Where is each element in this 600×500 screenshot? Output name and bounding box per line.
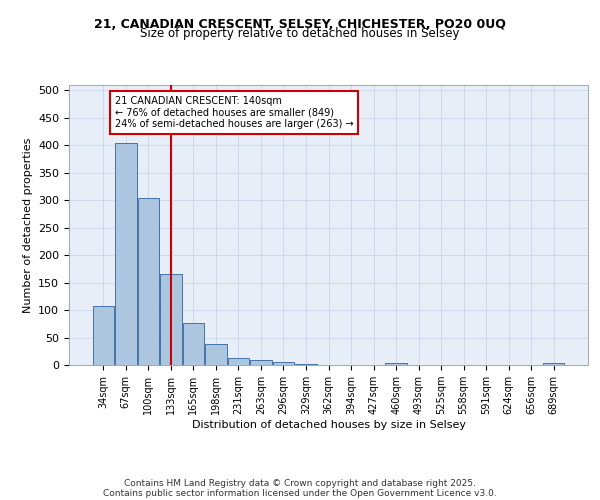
Bar	[160, 274, 182, 365]
Bar	[250, 360, 272, 365]
Text: Contains HM Land Registry data © Crown copyright and database right 2025.: Contains HM Land Registry data © Crown c…	[124, 478, 476, 488]
Bar	[92, 306, 114, 365]
Text: 21 CANADIAN CRESCENT: 140sqm
← 76% of detached houses are smaller (849)
24% of s: 21 CANADIAN CRESCENT: 140sqm ← 76% of de…	[115, 96, 353, 129]
Text: Size of property relative to detached houses in Selsey: Size of property relative to detached ho…	[140, 28, 460, 40]
Bar	[295, 364, 317, 365]
Text: 21, CANADIAN CRESCENT, SELSEY, CHICHESTER, PO20 0UQ: 21, CANADIAN CRESCENT, SELSEY, CHICHESTE…	[94, 18, 506, 30]
Y-axis label: Number of detached properties: Number of detached properties	[23, 138, 32, 312]
Bar	[182, 324, 204, 365]
X-axis label: Distribution of detached houses by size in Selsey: Distribution of detached houses by size …	[191, 420, 466, 430]
Bar	[543, 364, 565, 365]
Bar	[137, 198, 159, 365]
Bar	[385, 364, 407, 365]
Bar	[273, 362, 294, 365]
Bar	[228, 358, 249, 365]
Text: Contains public sector information licensed under the Open Government Licence v3: Contains public sector information licen…	[103, 488, 497, 498]
Bar	[115, 143, 137, 365]
Bar	[205, 344, 227, 365]
